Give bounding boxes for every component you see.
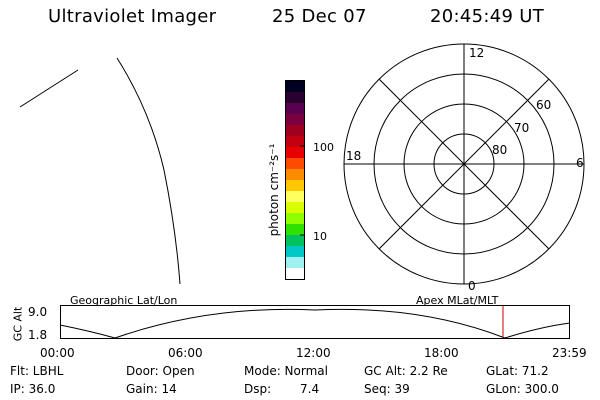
altitude-timeline (59, 305, 571, 339)
colorbar-band (286, 202, 304, 213)
lat-label-80: 80 (492, 143, 507, 157)
dsp-value: 7.4 (300, 382, 320, 396)
x-tick-0600: 06:00 (168, 346, 203, 360)
filter-label: Flt: LBHL (10, 364, 64, 378)
timeline-y-tick-low: 1.8 (28, 328, 48, 342)
mlt-label-6: 6 (576, 156, 584, 170)
geographic-map (19, 57, 181, 285)
polar-diag-2 (378, 78, 550, 250)
colorbar-band (286, 114, 304, 125)
timeline-y-label: GC Alt (11, 306, 25, 342)
colorbar (285, 80, 305, 280)
timeline-frame (60, 305, 570, 339)
colorbar-band (286, 191, 304, 202)
gc-alt-label: GC Alt: 2.2 Re (364, 364, 448, 378)
image-date: 25 Dec 07 (272, 6, 367, 27)
timeline-y-tick-high: 9.0 (28, 305, 48, 319)
colorbar-band (286, 246, 304, 257)
colorbar-band (286, 235, 304, 246)
colorbar-band (286, 92, 304, 103)
image-time: 20:45:49 UT (430, 6, 545, 27)
timeline-title-left: Geographic Lat/Lon (70, 294, 178, 307)
colorbar-label: photon cm⁻²s⁻¹ (267, 143, 281, 237)
colorbar-band (286, 125, 304, 136)
x-tick-1800: 18:00 (424, 346, 459, 360)
colorbar-tick-10: 10 (313, 230, 327, 243)
lat-label-70: 70 (514, 121, 529, 135)
polar-plot: 12 18 6 0 60 70 80 (343, 43, 585, 293)
limb-curve (116, 57, 181, 285)
glon-label: GLon: 300.0 (486, 382, 559, 396)
colorbar-band (286, 147, 304, 158)
colorbar-band (286, 81, 304, 92)
colorbar-tick-100: 100 (313, 141, 334, 154)
colorbar-band (286, 180, 304, 191)
colorbar-band (286, 268, 304, 279)
seq-label: Seq: 39 (364, 382, 410, 396)
colorbar-band (286, 224, 304, 235)
colorbar-band (286, 103, 304, 114)
lat-label-60: 60 (536, 98, 551, 112)
colorbar-band (286, 257, 304, 268)
colorbar-band (286, 213, 304, 224)
mlt-label-0: 0 (468, 279, 476, 293)
colorbar-band (286, 158, 304, 169)
colorbar-band (286, 169, 304, 180)
mlt-label-12: 12 (469, 46, 484, 60)
glat-label: GLat: 71.2 (486, 364, 549, 378)
instrument-title: Ultraviolet Imager (48, 6, 217, 27)
ip-label: IP: 36.0 (10, 382, 56, 396)
gain-label: Gain: 14 (126, 382, 177, 396)
altitude-curve (59, 308, 571, 339)
coastline-curve (19, 69, 79, 108)
dsp-label: Dsp: (244, 382, 272, 396)
x-tick-2359: 23:59 (552, 346, 587, 360)
colorbar-band (286, 136, 304, 147)
timeline-title-right: Apex MLat/MLT (416, 294, 499, 307)
mode-label: Mode: Normal (244, 364, 328, 378)
colorbar-ticks: 100 10 (300, 141, 334, 243)
x-tick-0000: 00:00 (40, 346, 75, 360)
door-label: Door: Open (126, 364, 195, 378)
mlt-label-18: 18 (346, 149, 361, 163)
x-tick-1200: 12:00 (296, 346, 331, 360)
